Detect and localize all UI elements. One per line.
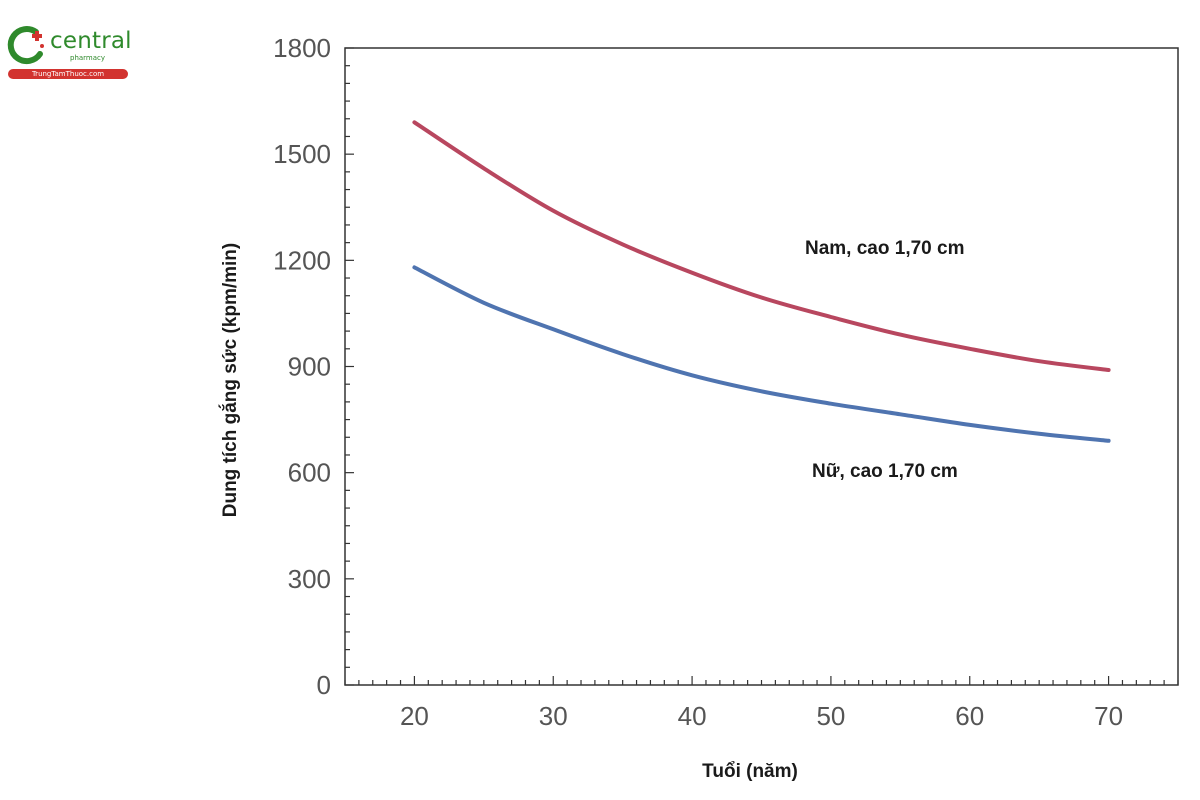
- minor-ticks: [344, 47, 1179, 686]
- x-tick-label: 30: [539, 701, 568, 731]
- series-label-nu: Nữ, cao 1,70 cm: [812, 461, 958, 482]
- y-tick-label: 900: [288, 352, 331, 382]
- series-line-nu: [412, 265, 1111, 443]
- y-tick-labels: 0 300 600 900 1200 1500 1800: [273, 33, 331, 700]
- y-axis-title: Dung tích gắng sức (kpm/min): [219, 243, 241, 518]
- logo-wordmark: central: [50, 28, 132, 54]
- series-lines: [412, 120, 1111, 443]
- x-tick-labels: 20 30 40 50 60 70: [400, 701, 1123, 731]
- logo-subtitle: pharmacy: [70, 54, 106, 62]
- x-tick-label: 20: [400, 701, 429, 731]
- y-tick-label: 0: [317, 670, 331, 700]
- x-tick-label: 60: [955, 701, 984, 731]
- plot-frame: [344, 47, 1179, 686]
- y-tick-label: 300: [288, 564, 331, 594]
- chart-axes: [344, 47, 1179, 686]
- pharmacy-cross-icon: [7, 26, 44, 65]
- x-tick-label: 40: [678, 701, 707, 731]
- x-tick-label: 70: [1094, 701, 1123, 731]
- x-axis-title: Tuổi (năm): [702, 761, 798, 782]
- series-line-nam: [412, 120, 1111, 372]
- y-tick-label: 1800: [273, 33, 331, 63]
- y-tick-label: 1200: [273, 245, 331, 275]
- x-tick-label: 50: [816, 701, 845, 731]
- y-tick-label: 600: [288, 458, 331, 488]
- central-pharmacy-logo: central pharmacy TrungTamThuoc.com: [6, 24, 132, 84]
- y-tick-label: 1500: [273, 139, 331, 169]
- logo-site-band: TrungTamThuoc.com: [8, 69, 128, 79]
- series-label-nam: Nam, cao 1,70 cm: [805, 238, 964, 259]
